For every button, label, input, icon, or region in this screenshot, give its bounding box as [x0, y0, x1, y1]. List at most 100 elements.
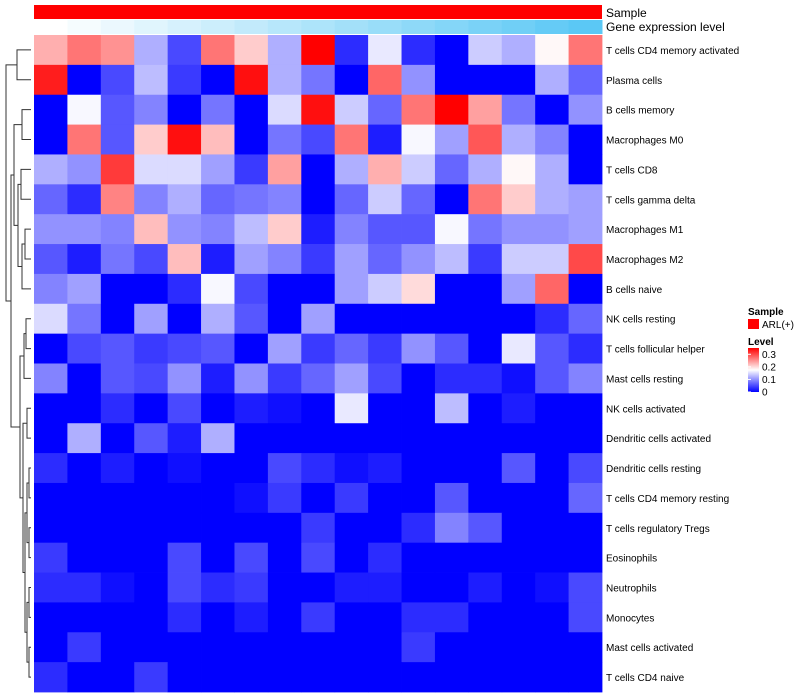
- heatmap-cell: [100, 393, 135, 424]
- heatmap-cell: [267, 602, 302, 633]
- heatmap-cell: [301, 662, 336, 693]
- heatmap-cell: [434, 602, 469, 633]
- heatmap-cell: [301, 512, 336, 544]
- heatmap-cell: [401, 602, 436, 633]
- heatmap-cell: [134, 273, 169, 305]
- heatmap-cell: [535, 363, 569, 394]
- heatmap-cell: [535, 184, 569, 215]
- heatmap-cell: [568, 244, 603, 275]
- heatmap-cell: [501, 572, 536, 603]
- heatmap-cell: [234, 303, 269, 335]
- heatmap-cell: [468, 542, 503, 573]
- heatmap-cell: [568, 303, 603, 335]
- legend-sample-item: ARL(+): [762, 320, 794, 331]
- gene-expression-annotation-cell: [434, 20, 469, 34]
- heatmap-cell: [334, 154, 369, 185]
- heatmap-cell: [535, 393, 569, 424]
- heatmap-cell: [67, 453, 102, 484]
- heatmap-cell: [501, 244, 536, 275]
- heatmap-cell: [501, 35, 536, 66]
- heatmap-cell: [468, 423, 503, 454]
- heatmap-cell: [34, 214, 68, 245]
- heatmap-cell: [535, 273, 569, 305]
- heatmap-cell: [301, 363, 336, 394]
- heatmap-cell: [501, 154, 536, 185]
- heatmap-cell: [167, 482, 202, 514]
- heatmap-cell: [267, 333, 302, 364]
- gene-expression-annotation-cell: [568, 20, 603, 34]
- heatmap-cell: [368, 244, 402, 275]
- heatmap-cell: [34, 273, 68, 305]
- heatmap-cell: [401, 184, 436, 215]
- gene-expression-annotation-cell: [401, 20, 436, 34]
- heatmap-cell: [468, 363, 503, 394]
- heatmap-cell: [167, 333, 202, 364]
- heatmap-cell: [535, 94, 569, 125]
- heatmap-cell: [301, 35, 336, 66]
- heatmap-cell: [134, 154, 169, 185]
- heatmap-cell: [267, 572, 302, 603]
- heatmap-cell: [134, 632, 169, 663]
- heatmap-cell: [267, 363, 302, 394]
- row-label: Macrophages M1: [606, 225, 684, 236]
- heatmap-cell: [334, 453, 369, 484]
- heatmap-cell: [334, 602, 369, 633]
- heatmap-cell: [401, 512, 436, 544]
- heatmap-cell: [67, 632, 102, 663]
- heatmap-cell: [535, 453, 569, 484]
- heatmap-cell: [234, 423, 269, 454]
- heatmap-cell: [301, 273, 336, 305]
- gene-expression-annotation-cell: [67, 20, 102, 34]
- heatmap-cell: [468, 124, 503, 155]
- heatmap-cell: [535, 512, 569, 544]
- heatmap-cell: [167, 393, 202, 424]
- dendrogram-branch: [5, 64, 17, 302]
- heatmap-cell: [334, 512, 369, 544]
- heatmap-cell: [234, 64, 269, 96]
- heatmap-cell: [334, 423, 369, 454]
- heatmap-cell: [434, 35, 469, 66]
- heatmap-cell: [301, 482, 336, 514]
- heatmap-cell: [301, 572, 336, 603]
- heatmap-cell: [501, 632, 536, 663]
- gene-expression-annotation-cell: [267, 20, 302, 34]
- heatmap-cell: [100, 572, 135, 603]
- legend-level-title: Level: [748, 337, 774, 348]
- heatmap-cell: [67, 572, 102, 603]
- heatmap-cell: [67, 214, 102, 245]
- heatmap-cell: [34, 512, 68, 544]
- heatmap-cell: [334, 393, 369, 424]
- heatmap-cell: [334, 662, 369, 693]
- heatmap-cell: [334, 184, 369, 215]
- heatmap-cell: [267, 214, 302, 245]
- legend-level-ticks: 0.30.2 0.1 0: [748, 350, 776, 399]
- heatmap-cell: [368, 35, 402, 66]
- heatmap-cell: [67, 303, 102, 335]
- legend-sample-title: Sample: [748, 307, 784, 318]
- heatmap-cell: [434, 184, 469, 215]
- heatmap-cell: [301, 184, 336, 215]
- heatmap-cell: [134, 184, 169, 215]
- heatmap-cell: [468, 453, 503, 484]
- heatmap-cell: [334, 214, 369, 245]
- heatmap-cell: [134, 244, 169, 275]
- heatmap-cell: [468, 662, 503, 693]
- dendrogram-branch: [25, 318, 31, 350]
- heatmap-cell: [401, 662, 436, 693]
- heatmap-cell: [434, 453, 469, 484]
- heatmap-cell: [468, 154, 503, 185]
- heatmap-cell: [201, 94, 235, 125]
- heatmap-cell: [434, 572, 469, 603]
- heatmap-cell: [234, 363, 269, 394]
- heatmap-cell: [67, 512, 102, 544]
- dendrogram-branch: [21, 109, 31, 141]
- heatmap-cell: [334, 333, 369, 364]
- heatmap-cell: [535, 35, 569, 66]
- heatmap-cell: [100, 632, 135, 663]
- heatmap-cell: [201, 453, 235, 484]
- heatmap-cell: [501, 184, 536, 215]
- heatmap-cell: [568, 453, 603, 484]
- heatmap-cell: [234, 94, 269, 125]
- heatmap-cell: [468, 482, 503, 514]
